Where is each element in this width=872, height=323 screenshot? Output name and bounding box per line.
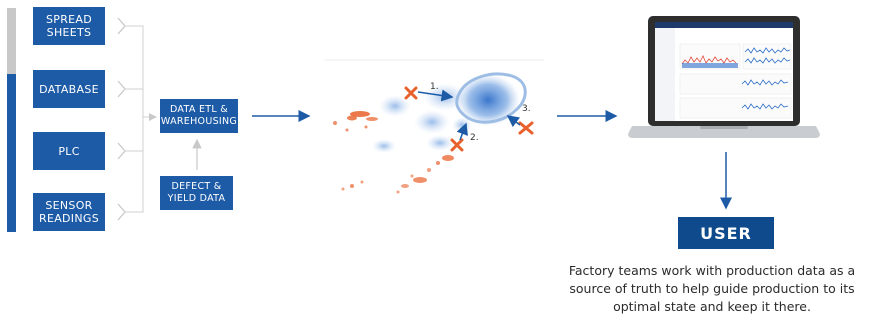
source-chevrons [117,17,126,221]
step-2-label: 2. [470,133,479,143]
laptop-illustration [628,16,820,138]
source-bar-grey [7,8,16,74]
optimal-region-outline [455,72,527,124]
source-database: DATABASE [33,70,105,108]
step-1-label: 1. [430,82,439,92]
source-bar-blue [7,74,16,232]
step-arrows [417,89,521,141]
scatter-visual [324,59,544,194]
orange-points [333,111,454,194]
source-plc: PLC [33,132,105,170]
step-3-label: 3. [522,104,531,114]
source-bracket [124,25,157,213]
source-spreadsheets: SPREAD SHEETS [33,7,105,45]
x-markers [404,86,534,152]
user-caption: Factory teams work with production data … [568,263,856,314]
defect-yield-data-box: DEFECT & YIELD DATA [160,176,233,210]
user-box: USER [678,217,774,249]
data-etl-warehousing-box: DATA ETL & WAREHOUSING [160,99,238,133]
source-sensor-readings: SENSOR READINGS [33,193,105,231]
